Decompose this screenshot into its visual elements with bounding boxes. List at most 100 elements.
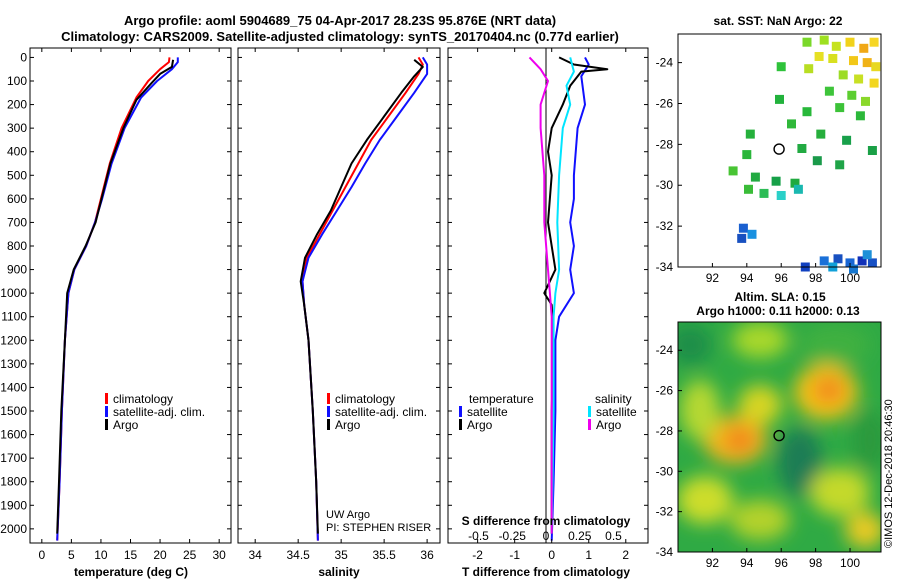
map-x-tick-label: 98 [809, 271, 823, 285]
salinity-plot-frame [237, 47, 441, 544]
s-diff-tick-label: 0 [543, 529, 550, 543]
sst-cell [845, 258, 855, 268]
map-x-tick-label: 96 [775, 556, 789, 570]
sst-cell [861, 96, 870, 106]
x-tick-label: 36 [420, 548, 434, 562]
sla-map-title: Altim. SLA: 0.15 [734, 290, 826, 304]
series-line-argo [299, 59, 424, 534]
map-x-tick-label: 94 [740, 271, 754, 285]
legend-label-climatology: climatology [113, 392, 173, 406]
sst-cell [857, 256, 867, 266]
sla-anomaly-blobs [678, 322, 881, 548]
depth-tick-label: 500 [7, 168, 27, 182]
depth-tick-label: 200 [7, 98, 27, 112]
legend-label-satellite: satellite-adj. clim. [335, 405, 427, 419]
temperature-legend: climatology satellite-adj. clim. Argo [105, 392, 205, 432]
depth-tick-label: 600 [7, 192, 27, 206]
legend-swatch-satellite [327, 406, 330, 417]
x-tick-label: 34.5 [286, 548, 310, 562]
sst-observation-cells [728, 35, 881, 274]
annotation-uw-argo: UW Argo [326, 509, 370, 521]
legend-swatch-climatology [105, 393, 108, 404]
sst-cell [842, 135, 852, 145]
salinity-legend: climatology satellite-adj. clim. Argo UW… [326, 392, 431, 534]
sst-cell [819, 35, 829, 45]
map-x-tick-label: 98 [809, 556, 823, 570]
depth-axis: 0 100 200 300 400 500 600 700 800 900 1000 1100 1200… [0, 50, 648, 536]
depth-tick-label: 1000 [0, 286, 27, 300]
map-y-tick-label: -24 [656, 343, 674, 357]
sst-cell [804, 64, 814, 74]
series-line-satellite-adj-clim- [301, 56, 429, 541]
depth-tick-label: 300 [7, 121, 27, 135]
map-y-tick-label: -32 [656, 219, 674, 233]
depth-tick-label: 800 [7, 239, 27, 253]
x-tick-label: 0 [38, 548, 45, 562]
annotation-pi: PI: STEPHEN RISER [326, 522, 431, 534]
depth-tick-label: 100 [7, 74, 27, 88]
sla-blob-mid [810, 468, 870, 516]
map-x-tick-label: 92 [706, 556, 720, 570]
sst-cell [771, 176, 781, 186]
sst-cell [831, 41, 841, 51]
sla-blob-green [852, 410, 881, 470]
difference-xlabel: T difference from climatology [462, 565, 630, 579]
legend-swatch-argo [105, 419, 108, 430]
sst-cell [745, 129, 755, 139]
sla-blob-mid [680, 380, 720, 440]
x-tick-label: 34 [249, 548, 263, 562]
sst-cell [750, 172, 760, 182]
legend-swatch-satellite [105, 406, 108, 417]
legend-label-climatology: climatology [335, 392, 395, 406]
map-y-tick-label: -26 [656, 96, 674, 110]
sla-map [677, 321, 882, 553]
sst-cell [849, 56, 858, 66]
map-y-tick-label: -34 [656, 545, 674, 559]
header-line1: Argo profile: aoml 5904689_75 04-Apr-201… [124, 13, 556, 28]
depth-tick-label: 1600 [0, 428, 27, 442]
legend-swatch-argo [327, 419, 330, 430]
sst-cell [833, 254, 843, 264]
sst-cell [824, 86, 834, 96]
legend-title-temperature: temperature [469, 392, 534, 406]
difference-series-group [528, 56, 609, 541]
series-line-satellite-adj-clim- [56, 57, 179, 541]
sst-cell [869, 78, 879, 88]
map-x-tick-label: 92 [706, 271, 720, 285]
map-y-tick-label: -24 [656, 56, 674, 70]
series-line-argo [56, 59, 175, 534]
x-tick-label: 30 [212, 548, 226, 562]
series-line-climatology [301, 56, 424, 541]
sst-cell [797, 144, 807, 153]
legend-label-satellite: satellite-adj. clim. [113, 405, 205, 419]
series-line-salinity-satellite [550, 57, 575, 534]
legend-label-t-satellite: satellite [467, 405, 508, 419]
x-tick-label: -1 [509, 548, 520, 562]
sst-cell [854, 74, 864, 84]
depth-tick-label: 400 [7, 145, 27, 159]
sst-cell [835, 103, 845, 113]
depth-tick-label: 1800 [0, 475, 27, 489]
sst-cell [819, 256, 829, 266]
x-tick-label: 0 [548, 548, 555, 562]
legend-label-argo: Argo [335, 418, 361, 432]
sst-map-title: sat. SST: NaN Argo: 22 [714, 14, 843, 28]
map-y-tick-label: -30 [656, 464, 674, 478]
map-x-tick-label: 100 [840, 271, 860, 285]
depth-tick-label: 1900 [0, 498, 27, 512]
legend-label-s-argo: Argo [596, 418, 622, 432]
sla-blob-mid [738, 385, 782, 425]
x-tick-label: 35 [334, 548, 348, 562]
sst-cell [867, 258, 877, 268]
map-y-tick-label: -28 [656, 137, 674, 151]
legend-label-argo: Argo [113, 418, 139, 432]
sst-cell [814, 52, 824, 61]
profile-location-marker [773, 143, 785, 155]
sst-cell [776, 191, 786, 200]
sla-blob-mid [678, 476, 733, 524]
sst-map [677, 33, 882, 274]
sst-cell [859, 43, 869, 53]
s-diff-tick-label: -0.5 [468, 529, 489, 543]
sst-cell [838, 70, 848, 80]
